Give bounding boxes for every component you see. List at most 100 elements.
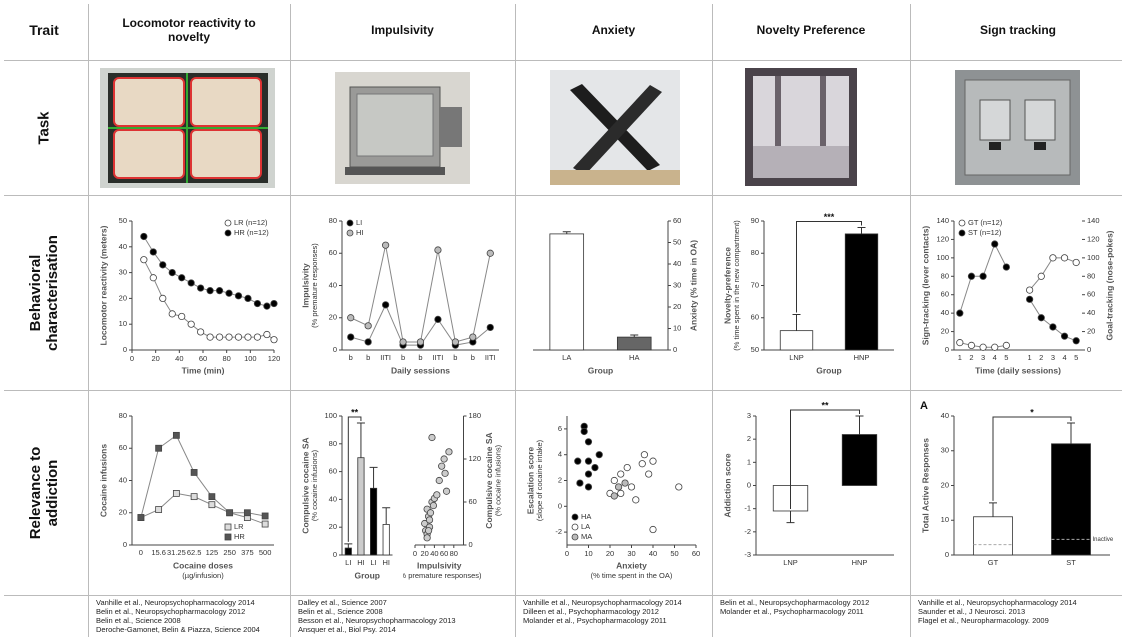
y-tick-label: 40: [673, 259, 681, 268]
bar: [1052, 444, 1091, 555]
y-axis-sublabel: (% premature responses): [310, 243, 319, 328]
point: [445, 449, 451, 455]
point: [592, 464, 598, 470]
legend-marker: [572, 514, 578, 520]
point: [227, 510, 233, 516]
point: [245, 295, 251, 301]
y-tick-label: 0: [123, 540, 127, 549]
x-axis-label: Anxiety: [616, 560, 647, 570]
y-tick-label: -3: [744, 550, 751, 559]
row-divider: [4, 195, 1122, 196]
reference: Vanhille et al., Neuropsychopharmacology…: [523, 598, 682, 607]
x-tick-label: 5: [1004, 353, 1008, 362]
point: [365, 339, 371, 345]
significance-label: **: [351, 407, 359, 417]
legend-label: LA: [581, 522, 590, 531]
significance-label: *: [1030, 407, 1034, 417]
photo-operant-box: [335, 72, 470, 184]
photo-open-field: [100, 68, 275, 188]
bar: [383, 524, 389, 555]
point: [197, 285, 203, 291]
point: [235, 334, 241, 340]
reference: Deroche-Gamonet, Belin & Piazza, Science…: [96, 625, 260, 634]
point: [470, 334, 476, 340]
y-tick-label: 20: [1087, 327, 1095, 336]
y-tick-label: 40: [329, 280, 337, 289]
x-tick-label: 60: [692, 549, 700, 558]
point: [169, 311, 175, 317]
point: [254, 334, 260, 340]
x-tick-label: 0: [130, 354, 134, 363]
y-tick-label: 20: [119, 293, 127, 302]
point: [209, 502, 215, 508]
point: [581, 428, 587, 434]
point: [365, 323, 371, 329]
error-bar: [787, 511, 795, 523]
y-tick-label: 90: [751, 216, 759, 225]
x-tick-label: 500: [259, 548, 272, 557]
point: [425, 527, 431, 533]
x-tick-label: GT: [988, 558, 999, 567]
y-tick-label: 20: [673, 302, 681, 311]
point: [150, 275, 156, 281]
y-tick-label: 120: [468, 454, 481, 463]
y-axis-sublabel: (slope of cocaine intake): [535, 439, 544, 521]
error-bar: [382, 508, 390, 525]
y-tick-label: 50: [119, 216, 127, 225]
reference: Molander et al., Psychopharmacology 2011: [523, 616, 667, 625]
x-axis-label: Daily sessions: [391, 365, 450, 375]
legend-label: LR: [234, 522, 244, 531]
y-axis-sublabel: (% cocaine infusions): [493, 444, 502, 516]
x-axis-label: Time (daily sessions): [975, 365, 1061, 375]
point: [1038, 315, 1044, 321]
x-tick-label: HA: [629, 353, 639, 362]
y-tick-label: 60: [751, 313, 759, 322]
point: [417, 339, 423, 345]
point: [633, 497, 639, 503]
bar: [842, 435, 877, 486]
y-tick-label: 50: [751, 345, 759, 354]
y-tick-label: 100: [324, 411, 337, 420]
x-tick-label: 30: [627, 549, 635, 558]
y-tick-label: 0: [1087, 345, 1091, 354]
x-tick-label: LI: [370, 558, 376, 567]
column-divider: [515, 4, 516, 637]
error-bar: [858, 227, 866, 233]
row-divider: [4, 390, 1122, 391]
x-tick-label: ST: [1066, 558, 1076, 567]
x-tick-label: 15.6: [151, 548, 166, 557]
reference: Vanhille et al., Neuropsychopharmacology…: [96, 598, 255, 607]
x-axis-label: Group: [816, 365, 842, 375]
x-tick-label: 1: [1028, 353, 1032, 362]
x-tick-label: 120: [268, 354, 281, 363]
y-tick-label: 40: [329, 494, 337, 503]
y-axis-label: Compulsive cocaine SA: [483, 432, 493, 528]
point: [382, 242, 388, 248]
bar: [845, 234, 878, 350]
point: [1026, 296, 1032, 302]
x-tick-label: 31.25: [167, 548, 186, 557]
bar: [358, 458, 364, 555]
figure-table: TraitLocomotor reactivity to noveltyImpu…: [0, 0, 1126, 641]
y-tick-label: 60: [673, 216, 681, 225]
legend-label: LI: [356, 218, 362, 227]
y-tick-label: 80: [329, 216, 337, 225]
x-tick-label: 0: [565, 549, 569, 558]
legend-marker: [225, 524, 231, 530]
error-bar: [856, 416, 864, 435]
reference: Vanhille et al., Neuropsychopharmacology…: [918, 598, 1077, 607]
point: [641, 452, 647, 458]
column-divider: [290, 4, 291, 637]
point: [264, 331, 270, 337]
y-tick-label: 80: [329, 439, 337, 448]
x-tick-label: 250: [223, 548, 236, 557]
y-tick-label: 10: [119, 319, 127, 328]
point: [141, 233, 147, 239]
x-tick-label: 3: [981, 353, 985, 362]
point: [585, 471, 591, 477]
point: [585, 439, 591, 445]
point: [611, 493, 617, 499]
